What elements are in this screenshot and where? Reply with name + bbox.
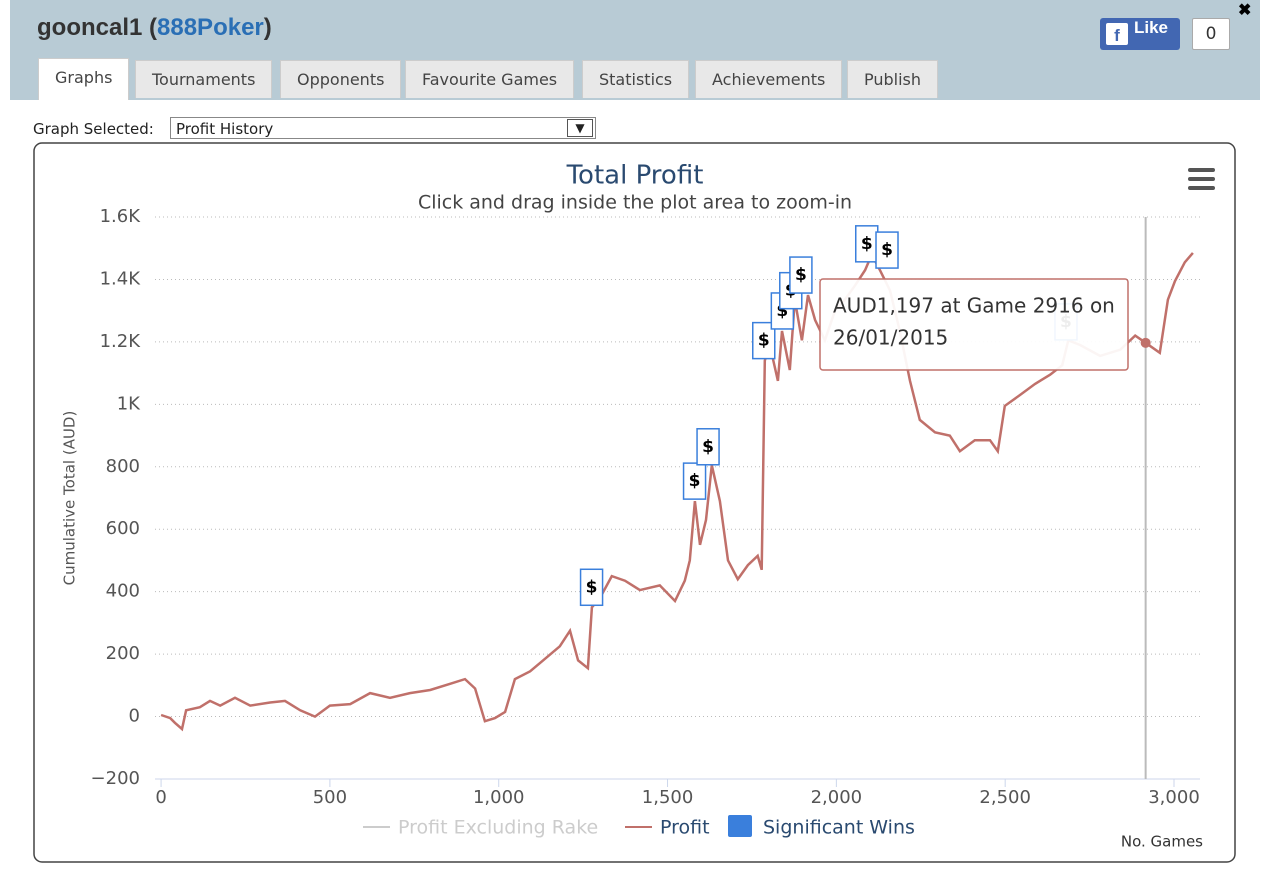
flag-text: $ bbox=[586, 577, 598, 597]
player-title: gooncal1 (888Poker) bbox=[37, 14, 272, 42]
flag: $ bbox=[789, 256, 813, 294]
legend-text: Profit Excluding Rake bbox=[398, 817, 598, 839]
flag-box bbox=[752, 321, 776, 360]
flag-text: $ bbox=[881, 240, 893, 260]
x-tick-label: 500 bbox=[313, 787, 347, 808]
y-tick-label: 1K bbox=[117, 393, 141, 414]
select-arrow[interactable]: ▼ bbox=[567, 119, 593, 137]
flag-box bbox=[875, 231, 899, 269]
y-tick-label: 1.4K bbox=[100, 268, 142, 289]
flag: $ bbox=[752, 321, 776, 360]
tab[interactable]: Achievements bbox=[695, 60, 843, 98]
chart-title: Total Profit bbox=[566, 161, 704, 191]
flag-text: $ bbox=[776, 301, 788, 321]
close-icon[interactable]: ✖ bbox=[1238, 2, 1252, 19]
y-tick-label: 400 bbox=[106, 581, 140, 602]
flag-text: $ bbox=[758, 331, 770, 351]
selector-label: Graph Selected: bbox=[33, 120, 154, 138]
tab[interactable]: Graphs bbox=[38, 58, 130, 100]
player-name: gooncal1 ( bbox=[37, 14, 158, 41]
select-value: Profit History bbox=[176, 120, 274, 138]
y-tick-label: 0 bbox=[129, 706, 140, 727]
tooltip-text: AUD1,197 at Game 2916 on bbox=[833, 294, 1115, 318]
x-tick-label: 1,500 bbox=[642, 787, 694, 808]
tab[interactable]: Tournaments bbox=[135, 60, 273, 98]
tooltip-box bbox=[819, 278, 1129, 371]
legend-symbol bbox=[728, 815, 752, 837]
menu-icon[interactable] bbox=[1188, 168, 1215, 190]
profit-line bbox=[160, 251, 1194, 732]
flag: $ bbox=[875, 231, 899, 269]
flag-box bbox=[789, 256, 813, 294]
chart-subtitle: Click and drag inside the plot area to z… bbox=[418, 192, 852, 214]
x-tick-label: 0 bbox=[155, 787, 166, 808]
like-button[interactable]: f Like bbox=[1100, 18, 1180, 50]
y-tick-label: 1.2K bbox=[100, 331, 142, 352]
y-tick-label: 1.6K bbox=[100, 206, 142, 227]
flag-box bbox=[579, 568, 604, 607]
flag-text: $ bbox=[795, 265, 807, 285]
title-close: ) bbox=[263, 14, 272, 41]
like-text: Like bbox=[1134, 18, 1169, 37]
x-tick-label: 2,500 bbox=[979, 787, 1031, 808]
y-tick-label: 200 bbox=[106, 643, 140, 664]
flag-text: $ bbox=[689, 471, 701, 491]
flag-text: $ bbox=[861, 234, 873, 254]
y-axis-label: Cumulative Total (AUD) bbox=[61, 411, 79, 586]
x-tick-label: 2,000 bbox=[811, 787, 863, 808]
flag-box bbox=[696, 428, 720, 466]
like-count: 0 bbox=[1192, 18, 1230, 50]
graph-select[interactable]: Profit History ▼ bbox=[170, 117, 596, 139]
tab[interactable]: Statistics bbox=[582, 60, 690, 98]
y-tick-label: −200 bbox=[91, 768, 140, 789]
tab[interactable]: Favourite Games bbox=[405, 60, 575, 98]
y-tick-label: 800 bbox=[106, 456, 140, 477]
flag: $ bbox=[696, 428, 720, 466]
legend-text: Significant Wins bbox=[763, 817, 915, 839]
flag: $ bbox=[579, 568, 604, 607]
tab[interactable]: Opponents bbox=[280, 60, 402, 98]
flag: $ bbox=[682, 462, 707, 500]
x-tick-label: 1,000 bbox=[473, 787, 525, 808]
legend-text: Profit bbox=[660, 817, 710, 839]
x-tick-label: 3,000 bbox=[1148, 787, 1200, 808]
site-link[interactable]: 888Poker bbox=[157, 14, 264, 41]
tab[interactable]: Publish bbox=[847, 60, 939, 98]
tooltip-text: 26/01/2015 bbox=[833, 326, 948, 350]
chart-frame bbox=[33, 142, 1236, 863]
y-tick-label: 600 bbox=[106, 518, 140, 539]
flag-text: $ bbox=[702, 437, 714, 457]
flag-box bbox=[682, 462, 707, 500]
flag: $ bbox=[854, 225, 879, 263]
x-axis-label: No. Games bbox=[1121, 833, 1203, 851]
tooltip-point bbox=[1140, 337, 1151, 348]
